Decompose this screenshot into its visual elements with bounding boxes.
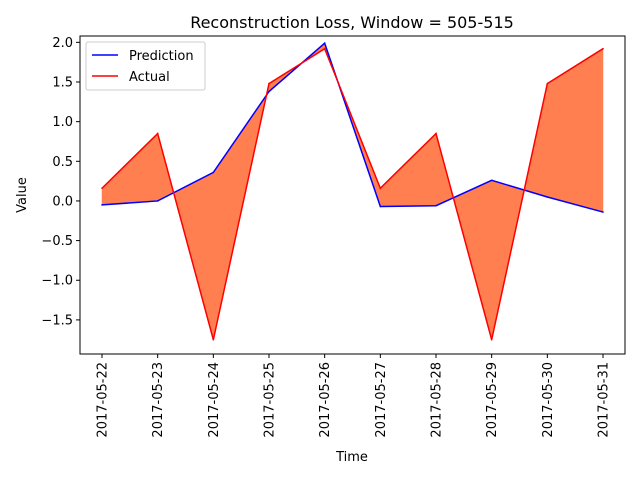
data-point-prediction: [268, 90, 270, 93]
legend-label-actual: Actual: [129, 70, 170, 85]
chart-title: Reconstruction Loss, Window = 505-515: [190, 13, 514, 32]
data-point-actual: [546, 82, 549, 85]
data-point-prediction: [546, 196, 549, 198]
data-point-actual: [101, 187, 103, 190]
x-tick-label: 2017-05-26: [318, 362, 333, 438]
x-tick-label: 2017-05-25: [263, 362, 278, 438]
y-axis-ticks: −1.5 −1.0 −0.5 0.0 0.5 1.0 1.5 2.0: [41, 36, 80, 328]
series-line-actual: [101, 47, 604, 340]
x-axis-label: Time: [335, 450, 368, 465]
series-lines: [101, 41, 604, 341]
data-point-prediction: [602, 211, 604, 213]
y-tick-label: 0.5: [52, 155, 73, 170]
data-point-prediction: [490, 179, 493, 182]
x-tick-label: 2017-05-23: [151, 362, 166, 438]
x-tick-label: 2017-05-31: [597, 362, 612, 438]
data-point-actual: [435, 132, 437, 135]
data-point-prediction: [323, 42, 326, 44]
data-point-prediction: [435, 204, 437, 207]
plot-frame: [79, 35, 626, 355]
y-tick-label: −0.5: [41, 234, 73, 249]
data-point-prediction: [379, 205, 382, 208]
legend-label-prediction: Prediction: [129, 49, 194, 64]
data-point-prediction: [101, 204, 103, 206]
x-axis-ticks: 2017-05-22 2017-05-23 2017-05-24 2017-05-25…: [96, 354, 612, 438]
x-tick-label: 2017-05-28: [430, 362, 445, 438]
data-point-actual: [602, 47, 604, 50]
data-point-actual: [490, 338, 493, 341]
data-point-actual: [268, 82, 270, 85]
y-tick-label: 2.0: [52, 36, 73, 51]
x-tick-label: 2017-05-24: [207, 362, 222, 438]
y-axis-label: Value: [15, 177, 30, 213]
legend: Prediction Actual: [85, 41, 206, 91]
data-point-prediction: [212, 171, 215, 174]
data-point-actual: [212, 338, 215, 341]
legend-box: [85, 41, 206, 91]
series-line-prediction: [101, 41, 604, 213]
data-point-actual: [156, 132, 159, 135]
x-tick-label: 2017-05-30: [541, 362, 556, 438]
data-point-actual: [323, 47, 326, 50]
x-tick-label: 2017-05-29: [485, 362, 500, 438]
y-tick-label: −1.0: [41, 274, 73, 289]
y-tick-label: 1.5: [52, 75, 73, 90]
y-tick-label: 0.0: [52, 194, 73, 209]
y-tick-label: 1.0: [52, 115, 73, 130]
x-tick-label: 2017-05-27: [374, 362, 389, 438]
x-tick-label: 2017-05-22: [96, 362, 111, 438]
data-point-actual: [379, 187, 382, 190]
y-tick-label: −1.5: [41, 313, 73, 328]
data-point-prediction: [156, 200, 159, 202]
